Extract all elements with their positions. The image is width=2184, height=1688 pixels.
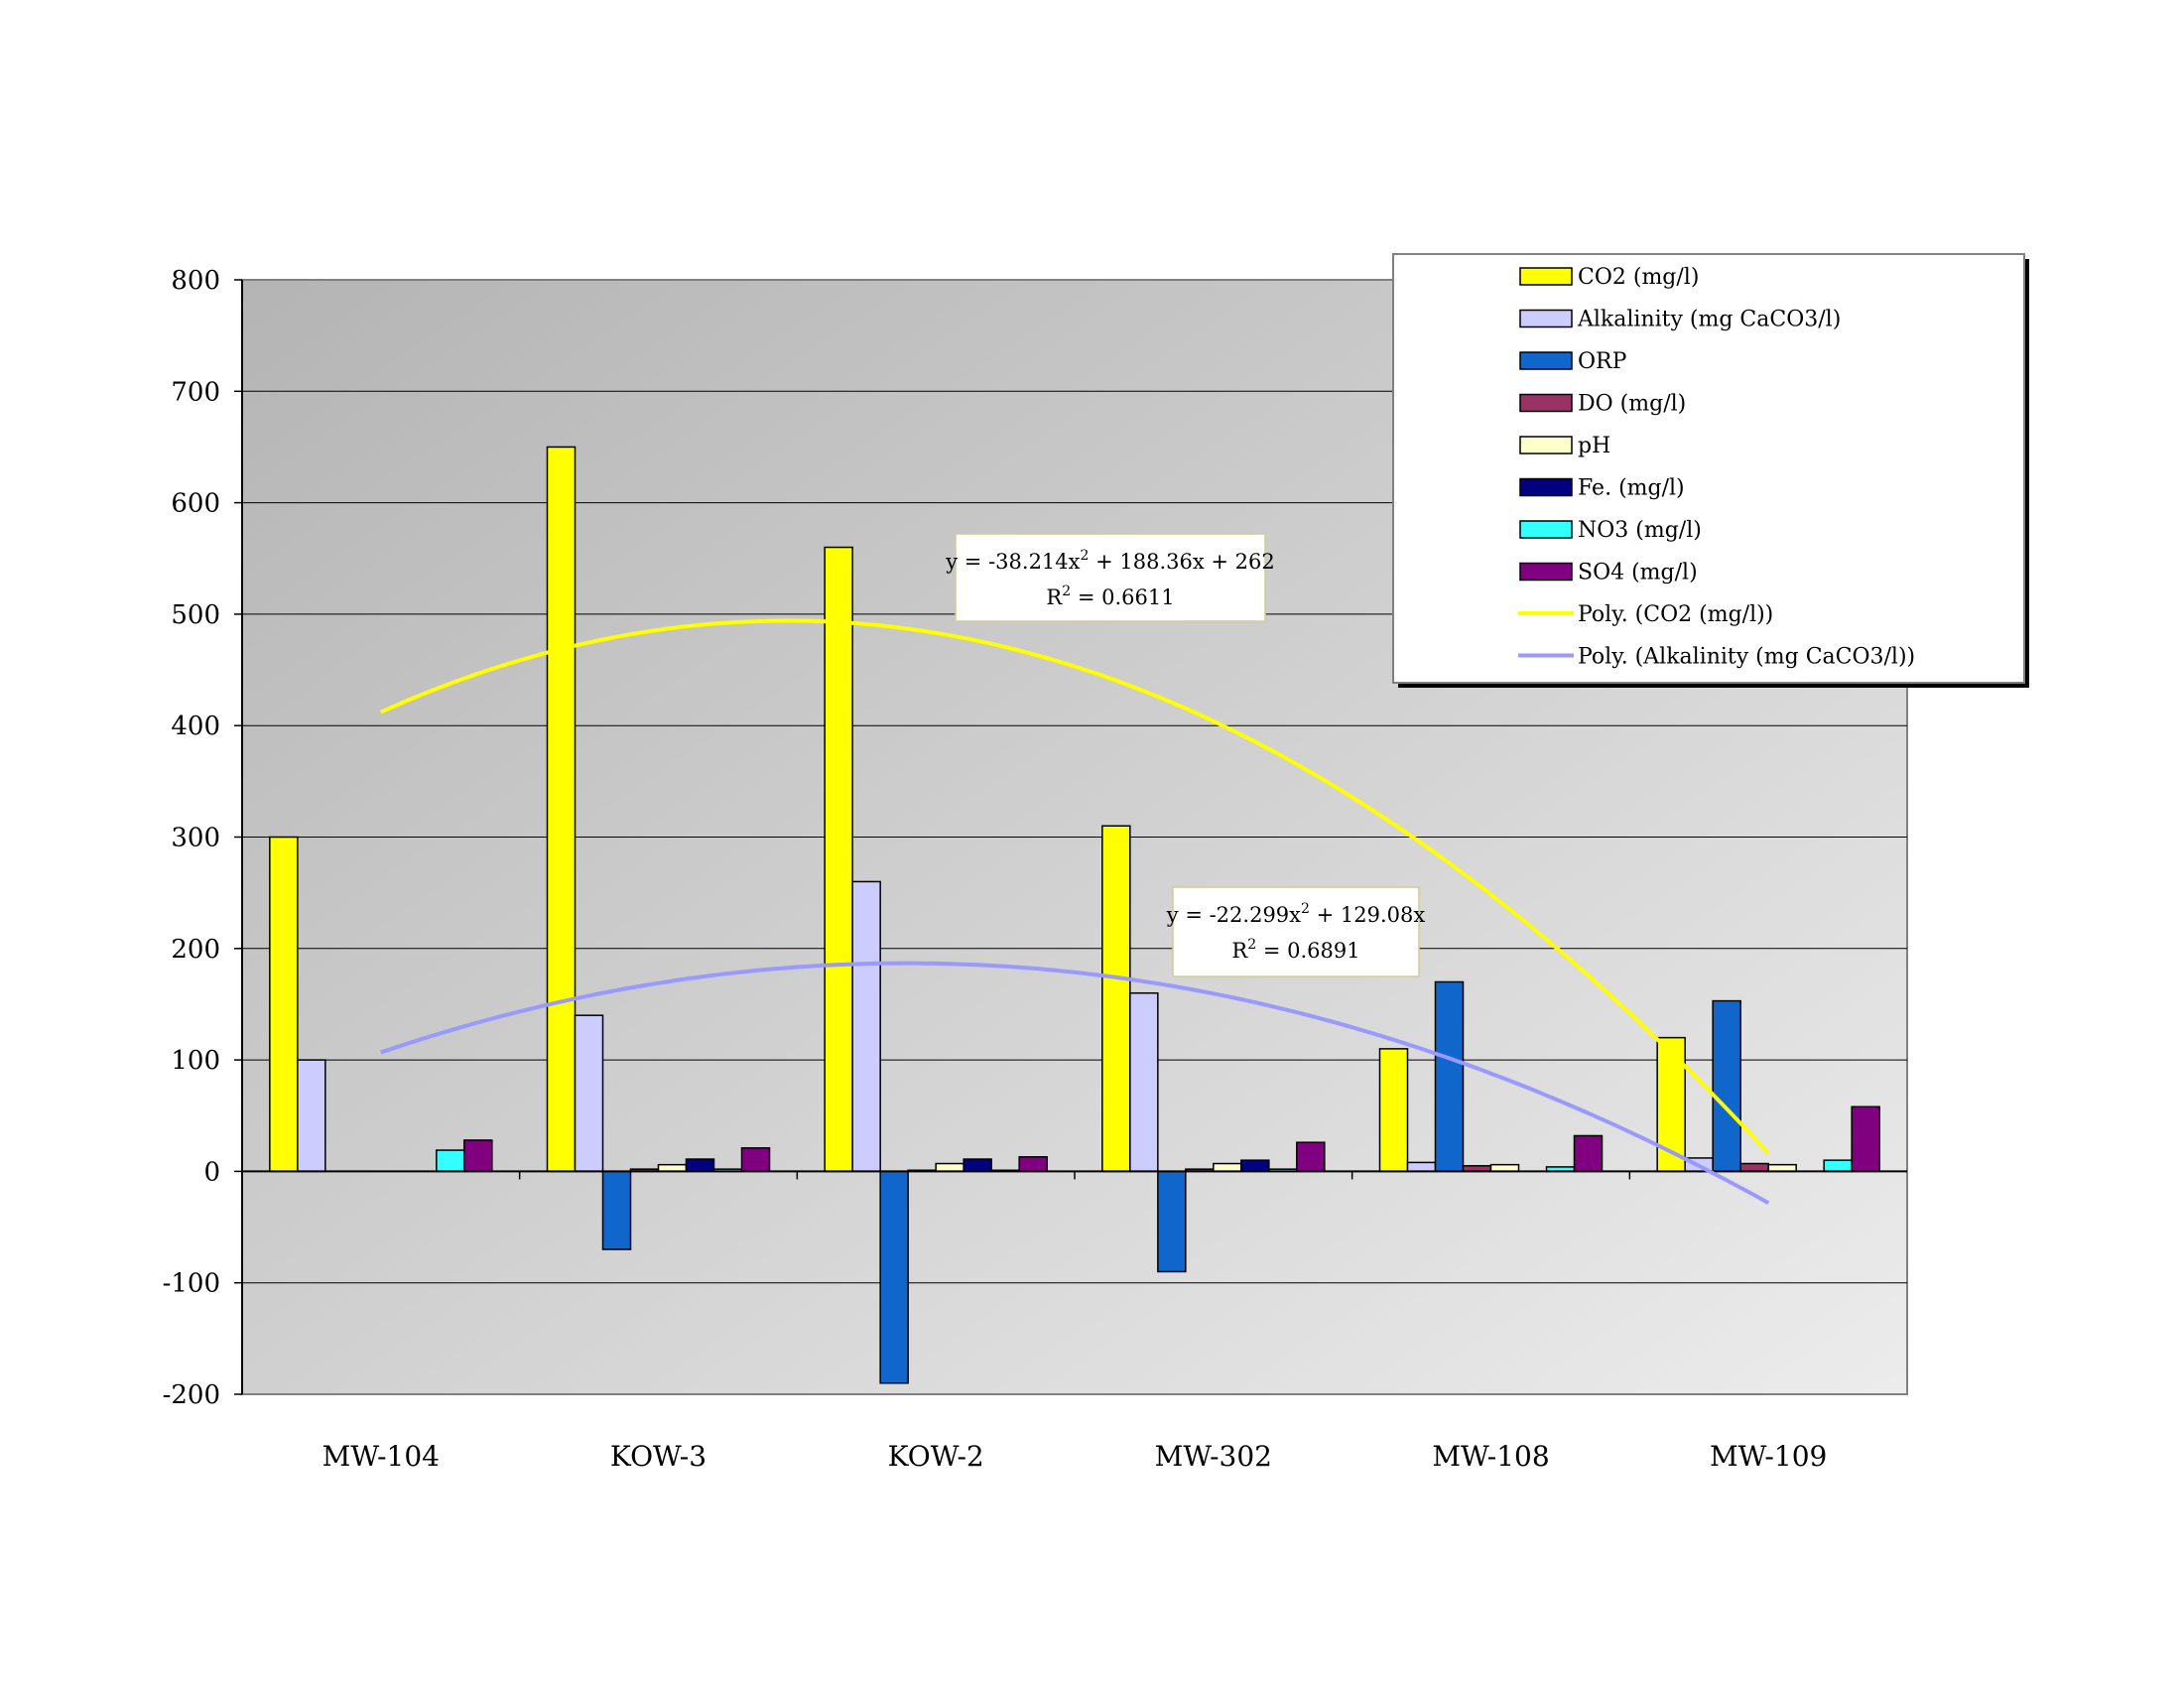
bar-kow-3 — [740, 1147, 771, 1173]
legend-label: SO4 (mg/l) — [1578, 561, 1698, 585]
bar-mw-109 — [1739, 1162, 1769, 1173]
legend-swatch — [1519, 267, 1573, 286]
legend-label: Fe. (mg/l) — [1578, 476, 1685, 501]
legend-box — [1392, 253, 2025, 684]
legend: CO2 (mg/l) Alkalinity (mg CaCO3/l) ORP DO (… — [1392, 253, 2029, 688]
legend-swatch — [1519, 562, 1573, 582]
legend-swatch — [1519, 436, 1573, 454]
legend-swatch — [1519, 309, 1573, 328]
equation-prefix: y = -22.299x — [1166, 903, 1301, 927]
bar-mw-109 — [1823, 1159, 1853, 1173]
legend-label: CO2 (mg/l) — [1578, 265, 1699, 290]
bar-mw-109 — [1851, 1105, 1880, 1173]
legend-swatch — [1519, 351, 1573, 370]
r2-superscript: 2 — [1247, 937, 1256, 953]
bar-mw-109 — [1712, 999, 1741, 1173]
y-tick-label: 500 — [171, 600, 220, 630]
x-category-label: KOW-2 — [888, 1440, 984, 1473]
y-tick-label: 800 — [171, 266, 220, 296]
y-tick-label: 100 — [171, 1046, 220, 1076]
r2-suffix: = 0.6611 — [1071, 585, 1174, 609]
bar-mw-302 — [1157, 1170, 1187, 1273]
bar-kow-3 — [685, 1158, 715, 1173]
legend-swatch — [1519, 393, 1573, 413]
trend-equation: y = -38.214x2 + 188.36x + 262 — [945, 548, 1274, 574]
trendline-0 — [379, 618, 1770, 1155]
legend-label: Poly. (CO2 (mg/l)) — [1578, 602, 1773, 627]
y-tick-label: -200 — [163, 1380, 220, 1410]
bar-kow-2 — [879, 1170, 909, 1384]
x-category-label: MW-109 — [1710, 1440, 1827, 1473]
bar-mw-302 — [1296, 1141, 1326, 1173]
y-tick-label: 300 — [171, 824, 220, 853]
bar-kow-3 — [546, 446, 577, 1173]
bar-kow-3 — [601, 1170, 632, 1250]
bar-kow-2 — [935, 1162, 964, 1173]
bar-mw-104 — [297, 1059, 326, 1173]
r2-superscript: 2 — [1062, 584, 1071, 599]
legend-label: Alkalinity (mg CaCO3/l) — [1577, 308, 1841, 332]
y-tick-label: 400 — [171, 712, 220, 741]
bar-mw-108 — [1489, 1163, 1520, 1173]
trend-equation: y = -22.299x2 + 129.08x — [1166, 901, 1426, 927]
equation-suffix: + 129.08x — [1310, 903, 1425, 927]
x-category-label: MW-108 — [1432, 1440, 1549, 1473]
equation-superscript: 2 — [1081, 548, 1090, 564]
equation-prefix: y = -38.214x — [945, 550, 1080, 574]
legend-label: ORP — [1578, 349, 1627, 374]
y-tick-label: 0 — [203, 1157, 220, 1187]
bar-mw-302 — [1101, 825, 1131, 1173]
trendlines — [379, 618, 1770, 1205]
trend-r-squared: R2 = 0.6891 — [1231, 937, 1359, 963]
bar-kow-2 — [963, 1158, 992, 1173]
y-tick-label: 700 — [171, 377, 220, 407]
legend-label: pH — [1578, 434, 1610, 458]
bar-mw-108 — [1434, 980, 1465, 1173]
y-tick-label: 200 — [171, 935, 220, 965]
x-category-label: MW-302 — [1155, 1440, 1272, 1473]
r2-suffix: = 0.6891 — [1256, 939, 1359, 963]
x-category-label: MW-104 — [322, 1440, 440, 1473]
bar-kow-2 — [1018, 1156, 1048, 1173]
bar-mw-302 — [1213, 1162, 1242, 1173]
legend-label: NO3 (mg/l) — [1578, 518, 1702, 543]
bar-mw-108 — [1406, 1161, 1437, 1173]
x-category-label: KOW-3 — [610, 1440, 707, 1473]
bar-kow-2 — [851, 880, 881, 1173]
trend-r-squared: R2 = 0.6611 — [1046, 584, 1174, 609]
bar-mw-108 — [1378, 1048, 1409, 1173]
bar-mw-104 — [463, 1139, 493, 1173]
equation-superscript: 2 — [1301, 901, 1310, 917]
axes: 800 700 600 500 400 300 200 100 0 -100 -200 MW-104 K… — [163, 266, 1907, 1473]
bar-mw-302 — [1240, 1159, 1270, 1173]
legend-label: Poly. (Alkalinity (mg CaCO3/l)) — [1578, 645, 1915, 670]
bar-mw-302 — [1129, 991, 1159, 1173]
r2-prefix: R — [1231, 939, 1248, 963]
r2-prefix: R — [1046, 585, 1063, 609]
bar-kow-3 — [574, 1014, 604, 1173]
legend-swatch — [1519, 520, 1573, 539]
bar-kow-3 — [657, 1163, 688, 1173]
y-tick-label: 600 — [171, 489, 220, 519]
bar-mw-104 — [436, 1149, 465, 1173]
y-tick-label: -100 — [163, 1269, 220, 1299]
equation-suffix: + 188.36x + 262 — [1089, 550, 1274, 574]
bar-mw-108 — [1573, 1134, 1604, 1173]
trendline-1 — [380, 961, 1770, 1205]
equation-box — [955, 533, 1266, 622]
legend-label: DO (mg/l) — [1578, 392, 1686, 417]
bar-mw-104 — [269, 836, 299, 1173]
bar-mw-109 — [1767, 1163, 1797, 1173]
bar-kow-2 — [824, 546, 853, 1173]
equation-box — [1172, 886, 1420, 977]
legend-swatch — [1519, 477, 1573, 497]
